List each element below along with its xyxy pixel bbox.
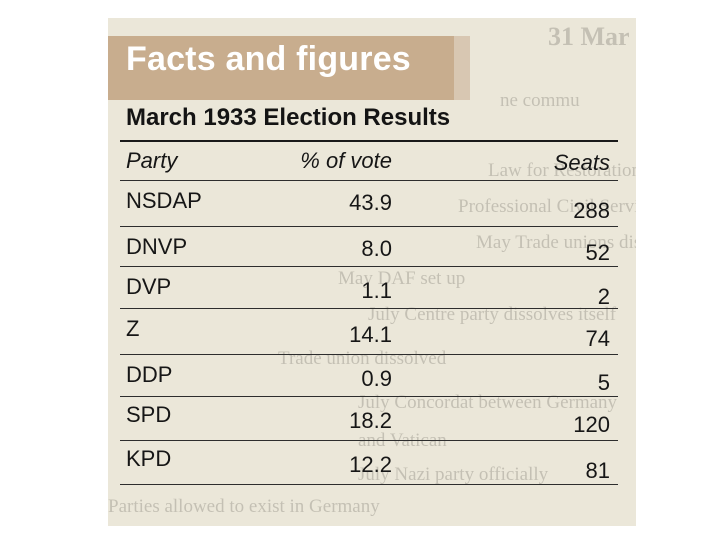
table-row-vote: 43.9 — [349, 190, 392, 215]
table-row-vote: 8.0 — [361, 236, 392, 261]
table-bottom-rule — [120, 484, 618, 485]
header-banner-edge — [454, 36, 470, 100]
row-rule — [120, 308, 618, 309]
row-rule — [120, 354, 618, 355]
row-rule — [120, 266, 618, 267]
table-row-party: DDP — [126, 362, 173, 387]
table-row-party: KPD — [126, 446, 172, 471]
column-header-seats: Seats — [553, 150, 610, 175]
row-rule — [120, 396, 618, 397]
table-row-vote: 18.2 — [349, 408, 392, 433]
table-row-party: SPD — [126, 402, 172, 427]
table-row-party: Z — [126, 316, 140, 341]
table-row-vote: 1.1 — [361, 278, 392, 303]
table-row-seats: 288 — [573, 198, 610, 223]
book-page: 31 Mar ne commu Law for Restoration Prof… — [108, 18, 636, 526]
page-title: Facts and figures — [126, 40, 411, 78]
table-row-party: DVP — [126, 274, 172, 299]
table-row-vote: 0.9 — [361, 366, 392, 391]
table-row-seats: 74 — [585, 326, 610, 351]
column-header-party: Party — [126, 148, 178, 173]
table-title: March 1933 Election Results — [126, 104, 451, 131]
table-row-seats: 5 — [597, 370, 610, 395]
table-row-seats: 2 — [597, 284, 610, 309]
header-rule — [120, 180, 618, 181]
table-row-vote: 12.2 — [349, 452, 392, 477]
table-row-party: DNVP — [126, 234, 188, 259]
table-row-vote: 14.1 — [349, 322, 392, 347]
table-row-party: NSDAP — [126, 188, 202, 213]
row-rule — [120, 440, 618, 441]
table-row-seats: 120 — [573, 412, 610, 437]
row-rule — [120, 226, 618, 227]
column-header-vote: % of vote — [300, 148, 392, 173]
table-row-seats: 52 — [585, 240, 610, 265]
table-row-seats: 81 — [585, 458, 610, 483]
title-rule — [120, 140, 618, 142]
show-through-text: 31 Mar ne commu Law for Restoration Prof… — [108, 22, 636, 517]
header-banner — [108, 36, 454, 100]
